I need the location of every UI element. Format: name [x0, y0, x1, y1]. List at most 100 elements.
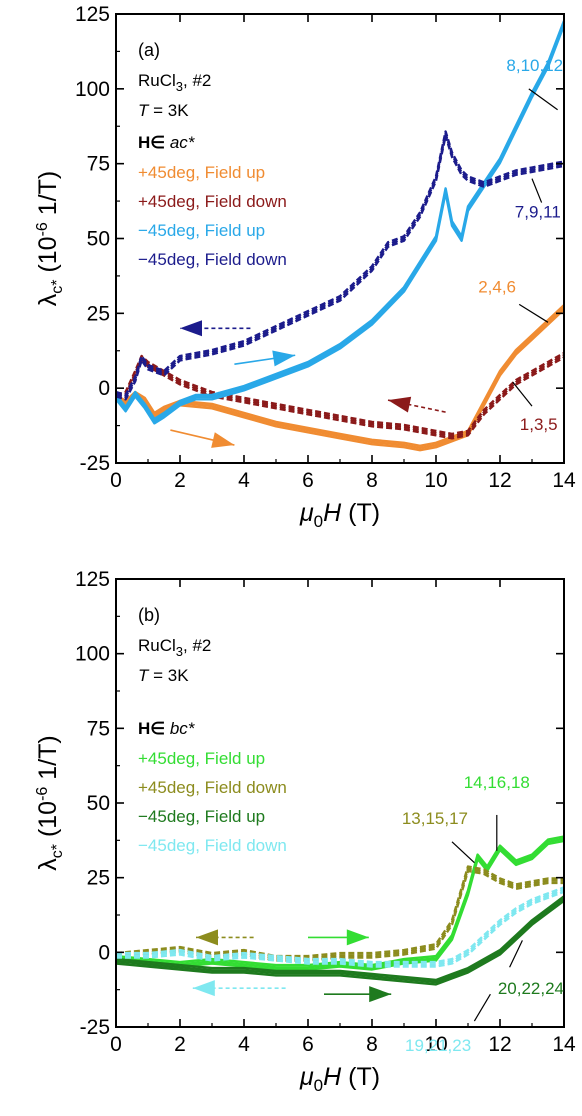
x-axis-label: μ0H (T): [299, 1063, 380, 1095]
legend-entry-4: −45deg, Field down: [138, 250, 287, 269]
panel-label: (a): [138, 40, 160, 60]
text-part: +45deg,: [138, 749, 205, 768]
series-line-1: [115, 837, 565, 969]
series-line-4: [116, 886, 565, 964]
series-line-3: [115, 899, 565, 986]
x-tick-label: 10: [424, 469, 447, 492]
y-tick-label: -25: [80, 1016, 110, 1039]
text-part: c*: [49, 844, 66, 858]
y-tick-label: 25: [87, 302, 110, 325]
text-part: (10: [34, 801, 62, 844]
x-tick-label: 6: [302, 469, 314, 492]
sample-label: RuCl3, #2: [138, 71, 211, 94]
series-line-3: [115, 895, 565, 982]
curve-annotation: 7,9,11: [515, 203, 561, 222]
legend-entry-2: +45deg, Field down: [138, 192, 287, 211]
annotation-leader: [518, 303, 549, 323]
text-part: (10: [34, 236, 62, 279]
series-line-2: [115, 865, 564, 958]
temperature-label: T = 3K: [138, 666, 189, 685]
y-tick-label: -25: [80, 452, 110, 475]
text-part: Field up: [205, 807, 265, 826]
y-axis-label: λc* (10-6 1/T): [34, 735, 66, 870]
x-axis-label: μ0H (T): [299, 499, 380, 531]
y-tick-label: 0: [98, 377, 110, 400]
legend-entry-1: +45deg, Field up: [138, 163, 265, 182]
direction-arrow-head: [346, 929, 369, 946]
text-part: = 3K: [148, 101, 189, 120]
series-line-1: [115, 304, 565, 447]
x-tick-label: 4: [238, 469, 250, 492]
legend-entry-2: +45deg, Field down: [138, 778, 287, 797]
y-tick-label: 50: [87, 792, 110, 815]
text-part: Field up: [205, 221, 265, 240]
text-part: (T): [341, 1063, 380, 1091]
x-tick-label: 0: [110, 469, 122, 492]
text-part: Field down: [205, 778, 287, 797]
text-part: −45deg,: [138, 807, 205, 826]
text-part: T: [138, 666, 150, 685]
text-part: -6: [34, 787, 51, 801]
x-tick-label: 4: [238, 1033, 250, 1056]
y-tick-label: 100: [75, 643, 110, 666]
text-part: λ: [34, 858, 62, 871]
direction-arrow-head: [196, 929, 218, 946]
series-line-3: [115, 22, 566, 423]
series-line-3: [115, 20, 566, 421]
x-tick-label: 2: [174, 469, 186, 492]
text-part: −45deg,: [138, 250, 205, 269]
direction-arrow-head: [369, 986, 392, 1003]
series-line-2: [115, 351, 565, 436]
x-tick-label: 10: [424, 1033, 447, 1056]
text-part: , #2: [183, 636, 211, 655]
series-line-2: [115, 354, 565, 438]
text-part: RuCl: [138, 71, 176, 90]
text-part: +45deg,: [138, 192, 205, 211]
annotation-leader: [473, 993, 491, 1022]
text-part: Field up: [205, 163, 265, 182]
x-tick-label: 6: [302, 1033, 314, 1056]
direction-arrow-head: [211, 432, 235, 448]
temperature-label: T = 3K: [138, 101, 189, 120]
text-part: μ: [299, 1063, 314, 1091]
x-tick-label: 8: [366, 469, 378, 492]
annotation-leader: [512, 381, 533, 407]
text-part: Field down: [205, 836, 287, 855]
annotation-leader: [509, 940, 523, 968]
text-part: 3: [176, 79, 183, 94]
x-tick-label: 14: [552, 469, 576, 492]
y-tick-label: 25: [87, 867, 110, 890]
text-part: λ: [34, 293, 62, 306]
panel-label: (b): [138, 605, 160, 625]
x-tick-label: 8: [366, 1033, 378, 1056]
annotation-leader: [528, 88, 558, 111]
text-part: -6: [34, 222, 51, 236]
field-direction-label: H∈ bc*: [138, 719, 196, 738]
curve-annotation: 8,10,12: [506, 56, 563, 75]
text-part: Field down: [205, 192, 287, 211]
text-part: 1/T): [34, 735, 62, 786]
text-part: = 3K: [148, 666, 189, 685]
curve-annotation: 14,16,18: [464, 773, 530, 792]
text-part: 3: [176, 644, 183, 659]
series-line-4: [116, 890, 565, 968]
y-axis-label: λc* (10-6 1/T): [34, 171, 66, 306]
x-tick-label: 12: [488, 469, 511, 492]
x-tick-label: 2: [174, 1033, 186, 1056]
text-part: ac*: [165, 133, 196, 152]
series-line-3: [115, 24, 566, 425]
curve-annotation: 1,3,5: [520, 415, 558, 434]
text-part: +45deg,: [138, 778, 205, 797]
text-part: −45deg,: [138, 221, 205, 240]
direction-arrow-head: [388, 396, 412, 413]
series-line-4: [116, 888, 565, 966]
series-line-2: [115, 867, 564, 960]
y-tick-label: 125: [75, 3, 110, 26]
curve-annotation: 19,21,23: [405, 1036, 471, 1055]
x-tick-label: 14: [552, 1033, 576, 1056]
text-part: +45deg,: [138, 163, 205, 182]
series-line-3: [115, 897, 565, 984]
text-part: Field down: [205, 250, 287, 269]
